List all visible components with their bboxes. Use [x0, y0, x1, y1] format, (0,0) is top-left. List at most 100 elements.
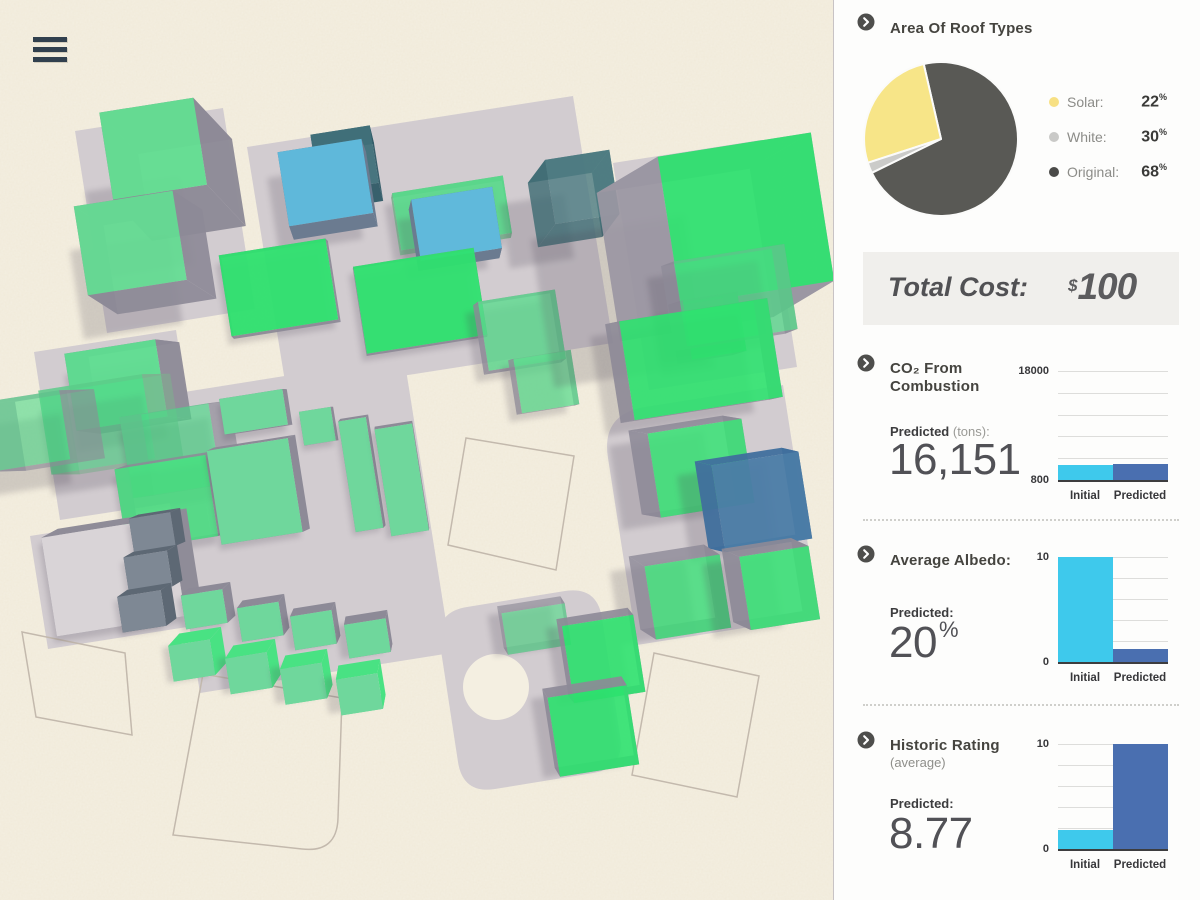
empty-lot-right[interactable] — [631, 652, 760, 798]
pie-slice-white — [866, 138, 942, 174]
building-rowhouse-1c[interactable] — [283, 601, 341, 652]
co2-bar-chart: Initial Predicted 18000 800 — [1018, 365, 1168, 502]
empty-lot-left[interactable] — [21, 631, 133, 736]
building-roof — [374, 423, 429, 537]
building-roof — [180, 589, 228, 630]
building-dark-cube-3[interactable] — [114, 582, 177, 637]
building-roof — [206, 438, 303, 545]
albedo-expand-icon[interactable] — [857, 545, 875, 563]
building-wall — [556, 619, 575, 704]
gridline — [1058, 371, 1168, 372]
building-rowhouse-2c[interactable] — [270, 648, 333, 705]
building-wall — [123, 544, 177, 558]
building-tower-b[interactable] — [69, 190, 217, 340]
building-wall — [408, 199, 421, 271]
y-axis-min-label: 0 — [1042, 843, 1049, 855]
initial-bar — [1058, 465, 1113, 480]
empty-lot-center[interactable] — [447, 437, 575, 571]
building-edge-cube[interactable] — [0, 389, 105, 496]
original-legend-dot — [1049, 167, 1059, 177]
gridline — [1058, 557, 1168, 558]
building-wall — [473, 301, 489, 375]
initial-bar-label: Initial — [1069, 859, 1101, 871]
solar-legend-label: Solar: — [1067, 94, 1104, 110]
building-rowhouse-2a[interactable] — [162, 626, 227, 684]
building-wall — [280, 648, 327, 670]
co2-predicted-label: Predicted (tons): — [890, 424, 990, 439]
building-rowhouse-1a[interactable] — [177, 581, 236, 633]
building-rowhouse-2d[interactable] — [323, 658, 386, 716]
building-center-slab[interactable] — [217, 389, 293, 442]
building-column-1[interactable] — [335, 414, 386, 536]
building-roof — [290, 610, 337, 651]
predicted-bar-label: Predicted — [1113, 672, 1167, 684]
building-wall — [391, 193, 402, 256]
building-roof — [168, 639, 216, 682]
building-rowhouse-2b[interactable] — [217, 638, 281, 695]
building-roof — [99, 97, 207, 200]
y-axis-min-label: 0 — [1042, 656, 1049, 668]
building-steel-blue-cube[interactable] — [677, 447, 813, 563]
building-roof — [128, 512, 176, 553]
building-south-cube-b[interactable] — [530, 676, 640, 779]
building-rowhouse-1d[interactable] — [335, 609, 393, 660]
building-roof — [218, 238, 339, 337]
building-wall — [527, 159, 556, 248]
building-wall — [721, 548, 751, 630]
historic-predicted-value: 8.77 — [889, 809, 973, 858]
building-slab-b[interactable] — [590, 298, 783, 436]
building-wall — [721, 538, 809, 557]
building-wall — [335, 658, 380, 680]
roof-types-expand-icon[interactable] — [857, 13, 875, 31]
building-roof — [562, 614, 646, 704]
building-wall — [361, 138, 378, 227]
gridline — [1058, 414, 1168, 416]
building-center-big[interactable] — [204, 434, 310, 551]
total-cost-label: Total Cost: — [888, 272, 1028, 302]
co2-title-line2: Combustion — [890, 378, 980, 395]
y-axis-min-label: 800 — [1030, 474, 1049, 486]
building-wall — [556, 607, 634, 627]
albedo-predicted-value: 20% — [889, 617, 959, 667]
city-map-area[interactable] — [0, 0, 833, 900]
y-axis-max-label: 18000 — [1018, 365, 1049, 377]
building-wall — [287, 434, 310, 532]
building-green-flat-b[interactable] — [348, 247, 488, 362]
building-wall — [497, 606, 508, 655]
city-map-canvas[interactable] — [0, 0, 833, 900]
building-roof — [280, 662, 328, 705]
building-roof — [739, 546, 821, 630]
building-roof — [277, 138, 374, 227]
building-roof — [338, 417, 384, 533]
building-column-2[interactable] — [370, 420, 430, 539]
building-blue-roof-a[interactable] — [267, 138, 378, 253]
empty-lot-bottom[interactable] — [172, 673, 343, 851]
building-wall — [338, 414, 369, 422]
separator — [863, 704, 1179, 706]
y-axis-max-label: 10 — [1036, 738, 1049, 750]
building-wall — [542, 676, 627, 698]
building-wall — [628, 430, 661, 518]
building-wall — [352, 266, 367, 356]
building-wall — [225, 638, 275, 659]
predicted-bar-label: Predicted — [1113, 859, 1167, 871]
building-roof — [117, 590, 167, 633]
historic-title: Historic Rating — [890, 737, 1000, 754]
building-roof — [619, 298, 783, 421]
co2-expand-icon[interactable] — [857, 354, 875, 372]
albedo-predicted-label: Predicted: — [890, 605, 954, 620]
building-center-cube[interactable] — [297, 406, 339, 451]
building-wall — [160, 582, 177, 626]
building-wall — [222, 581, 236, 623]
building-wall — [206, 434, 296, 451]
gridline — [1058, 436, 1168, 438]
building-green-flat-a[interactable] — [216, 238, 341, 346]
historic-expand-icon[interactable] — [857, 731, 875, 749]
building-wall — [193, 97, 246, 226]
stats-sidebar: Area Of Roof Types Solar: 22% White: 30%… — [833, 0, 1200, 900]
gridline — [1058, 599, 1168, 600]
pie-slice-original — [870, 61, 1019, 218]
building-east-cube-c[interactable] — [702, 538, 821, 638]
menu-button[interactable] — [33, 37, 67, 64]
